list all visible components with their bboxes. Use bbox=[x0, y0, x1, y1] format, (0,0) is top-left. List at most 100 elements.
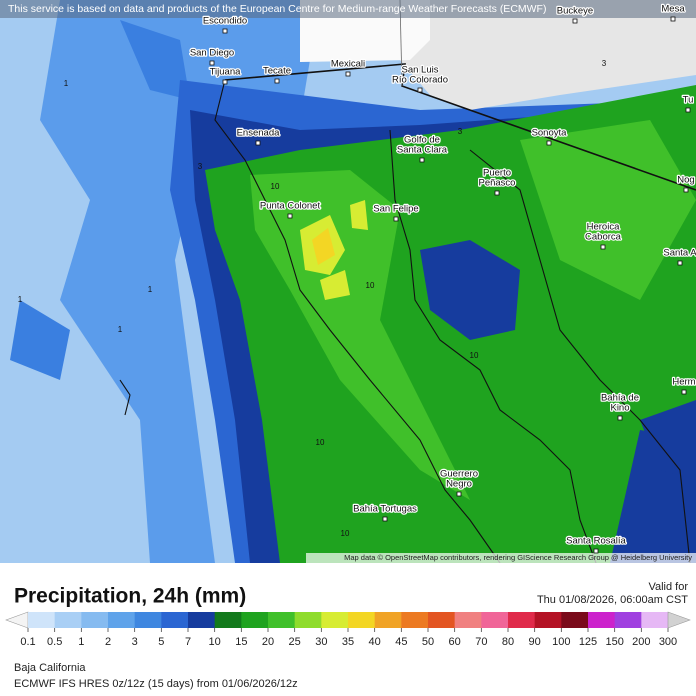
colorbar-swatch bbox=[561, 612, 589, 628]
precip-blue bbox=[40, 0, 320, 563]
city-label: Herm bbox=[672, 377, 695, 388]
colorbar-swatch bbox=[294, 612, 322, 628]
coast-west bbox=[214, 79, 501, 564]
city-label: Escondido bbox=[203, 16, 247, 27]
city-label: Santa Rosalía bbox=[566, 536, 626, 547]
city-label: Puerto bbox=[483, 168, 511, 179]
contour-label: 10 bbox=[470, 351, 479, 360]
contour-label: 1 bbox=[64, 79, 69, 88]
city-dot bbox=[222, 79, 228, 85]
cities: Escondido San Diego Tijuana Tecate Mexicali S… bbox=[189, 2, 696, 554]
city-dot bbox=[677, 260, 683, 266]
city-label: Heroica bbox=[587, 222, 620, 233]
contour-label: 10 bbox=[341, 529, 350, 538]
island bbox=[119, 379, 131, 416]
contour-label: 1 bbox=[118, 325, 123, 334]
city-label: Golfo de bbox=[404, 135, 440, 146]
precip-gulf bbox=[420, 240, 696, 480]
colorbar-label: 80 bbox=[502, 636, 514, 648]
contour-labels: 1 3 3 10 1 1 1 10 10 10 10 3 bbox=[18, 59, 607, 538]
city-label: Tu bbox=[683, 95, 694, 106]
colorbar-swatch bbox=[374, 612, 402, 628]
city-label: Nog bbox=[677, 175, 694, 186]
city-label: Negro bbox=[446, 479, 472, 490]
attribution-bg bbox=[306, 553, 696, 563]
colorbar-label: 45 bbox=[395, 636, 407, 648]
colorbar-swatch bbox=[428, 612, 456, 628]
colorbar-label: 30 bbox=[315, 636, 327, 648]
colorbar-label: 20 bbox=[262, 636, 274, 648]
city-dot bbox=[572, 18, 578, 24]
valid-label: Valid for bbox=[648, 581, 688, 593]
city-dot bbox=[419, 157, 425, 163]
city-label: Buckeye bbox=[557, 6, 593, 17]
contour-label: 1 bbox=[148, 285, 153, 294]
city-label: San Felipe bbox=[373, 204, 418, 215]
city-label: Santa Clara bbox=[397, 145, 448, 156]
city-label: Kino bbox=[610, 403, 629, 414]
colorbar-swatch bbox=[588, 612, 616, 628]
colorbar-swatch bbox=[534, 612, 562, 628]
city-label: Mexicali bbox=[331, 59, 365, 70]
city-dot bbox=[600, 244, 606, 250]
city-label: Peñasco bbox=[479, 178, 516, 189]
colorbar-swatch bbox=[161, 612, 189, 628]
banner: This service is based on data and produc… bbox=[8, 3, 546, 15]
contour-label: 3 bbox=[602, 59, 607, 68]
contour-label: 10 bbox=[366, 281, 375, 290]
colorbar-label: 2 bbox=[105, 636, 111, 648]
colorbar-label: 5 bbox=[158, 636, 164, 648]
coast-sonora bbox=[469, 149, 691, 564]
colorbar-swatch bbox=[641, 612, 669, 628]
city-dot bbox=[681, 389, 687, 395]
colorbar-swatch bbox=[54, 612, 82, 628]
contour-label: 10 bbox=[271, 182, 280, 191]
region: Baja California bbox=[14, 662, 86, 674]
colorbar-label: 150 bbox=[605, 636, 623, 648]
precip-gold bbox=[312, 228, 335, 265]
colorbar-label: 0.5 bbox=[47, 636, 62, 648]
city-label: Río Colorado bbox=[392, 75, 448, 86]
colorbar-swatch bbox=[614, 612, 642, 628]
colorbar-label: 200 bbox=[632, 636, 650, 648]
city-dot bbox=[683, 187, 689, 193]
colorbar-label: 15 bbox=[235, 636, 247, 648]
city-dot bbox=[456, 491, 462, 497]
colorbar-label: 125 bbox=[579, 636, 597, 648]
map: This service is based on data and produc… bbox=[0, 0, 696, 564]
attribution: Map data © OpenStreetMap contributors, r… bbox=[344, 553, 692, 562]
city-label: Santa A bbox=[663, 248, 696, 259]
colorbar-swatch bbox=[214, 612, 242, 628]
colorbar-label: 35 bbox=[342, 636, 354, 648]
colorbar-label: 3 bbox=[132, 636, 138, 648]
banner-bg bbox=[0, 0, 696, 18]
colorbar-swatch bbox=[81, 612, 109, 628]
city-dot bbox=[209, 60, 215, 66]
city-dot bbox=[494, 190, 500, 196]
coast-gulf bbox=[389, 129, 597, 564]
colorbar-swatch bbox=[134, 612, 162, 628]
colorbar-label: 100 bbox=[552, 636, 570, 648]
valid-time: Thu 01/08/2026, 06:00am CST bbox=[537, 594, 688, 606]
colorbar-arrow-right bbox=[667, 611, 691, 629]
city-dot bbox=[617, 415, 623, 421]
colorbar-label: 60 bbox=[449, 636, 461, 648]
model-info: ECMWF IFS HRES 0z/12z (15 days) from 01/… bbox=[14, 678, 298, 690]
colorbar-label: 90 bbox=[529, 636, 541, 648]
colorbar-swatch bbox=[28, 612, 56, 628]
city-label: Guerrero bbox=[440, 469, 478, 480]
colorbar-swatch bbox=[321, 612, 349, 628]
city-label: San Luis bbox=[402, 65, 439, 76]
city-dot bbox=[546, 140, 552, 146]
colorbar-label: 25 bbox=[289, 636, 301, 648]
city-label: Bahía de bbox=[601, 393, 639, 404]
colorbar-swatch bbox=[268, 612, 296, 628]
colorbar: 0.1 0.5 1 2 3 5 7 10 15 20 25 30 35 40 45 50 60 70 80 90 100… bbox=[5, 611, 691, 648]
colorbar-swatch bbox=[348, 612, 376, 628]
colorbar-swatch bbox=[481, 612, 509, 628]
legend-title: Precipitation, 24h (mm) bbox=[14, 585, 246, 608]
city-dot bbox=[222, 28, 228, 34]
contour-label: 1 bbox=[18, 295, 23, 304]
